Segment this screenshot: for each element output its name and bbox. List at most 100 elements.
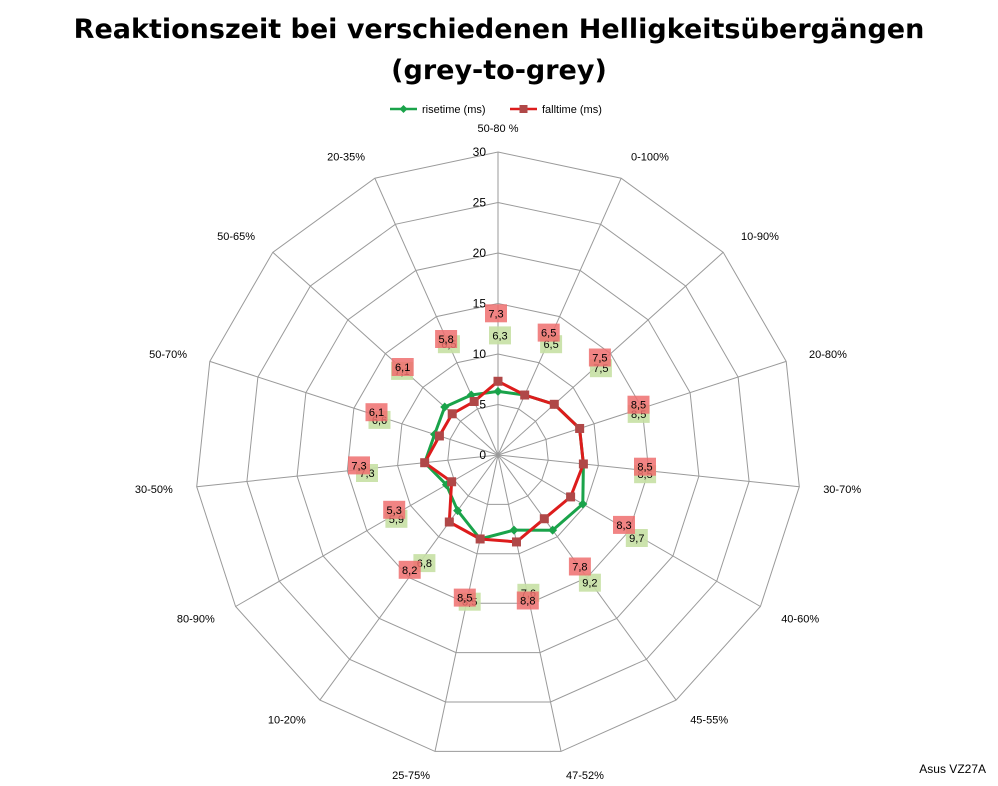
data-label: 5,8: [438, 334, 453, 346]
grid-ring: [196, 151, 800, 752]
category-label: 20-35%: [327, 151, 365, 163]
category-label: 80-90%: [177, 614, 215, 626]
data-label: 7,8: [572, 562, 587, 574]
data-label-bg: [537, 323, 560, 342]
data-point: [447, 477, 457, 487]
grid-spoke: [209, 360, 499, 456]
legend-risetime-label: risetime (ms): [422, 104, 486, 116]
category-label: 30-50%: [135, 484, 173, 496]
data-label-bg: [398, 560, 421, 579]
series-layer: [420, 376, 588, 547]
monitor-model-label: Asus VZ27A: [919, 762, 986, 776]
grid-ring: [346, 302, 650, 604]
grid-spoke: [272, 251, 499, 456]
data-label-bg: [485, 304, 507, 323]
category-labels: 50-80 % 0-100% 10-90% 20-80% 30-70% 40-60% 45-…: [135, 123, 861, 782]
category-label: 20-80%: [809, 349, 847, 361]
chart-title-line2: (grey-to-grey): [391, 55, 607, 86]
legend-falltime-marker: [519, 105, 528, 113]
data-label: 7,3: [488, 308, 503, 320]
data-label: 5,3: [387, 505, 402, 517]
data-point: [469, 396, 479, 406]
data-label: 9,7: [629, 533, 644, 545]
tick-label: 10: [473, 347, 487, 361]
data-label-bg: [453, 588, 476, 607]
grid-ring: [447, 403, 549, 505]
data-label-bg: [489, 326, 511, 345]
legend-risetime-marker: [399, 105, 408, 113]
data-point: [434, 431, 444, 441]
data-label-bg: [568, 557, 591, 576]
data-label-bg: [365, 403, 388, 422]
data-label-bg: [516, 591, 539, 610]
chart-title-line1: Reaktionszeit bei verschiedenen Helligke…: [74, 14, 925, 45]
category-label: 47-52%: [566, 770, 604, 782]
data-point: [566, 492, 576, 502]
category-label: 40-60%: [781, 614, 819, 626]
data-point: [548, 525, 558, 535]
data-point: [511, 537, 521, 547]
category-label: 30-70%: [823, 484, 861, 496]
data-label: 7,5: [592, 353, 607, 365]
radial-tick-labels: 0 5 10 15 20 25 30: [473, 145, 487, 462]
data-label: 6,3: [492, 330, 507, 342]
data-label: 8,8: [520, 596, 535, 608]
tick-label: 30: [473, 145, 487, 159]
data-label-bg: [613, 515, 635, 534]
grid-ring: [246, 201, 750, 703]
data-point: [453, 506, 463, 516]
data-label: 6,5: [541, 328, 556, 340]
data-label-bg: [348, 456, 370, 475]
series-line: [423, 379, 585, 544]
grid-spoke: [374, 177, 499, 456]
tick-label: 25: [473, 196, 487, 210]
grid-spoke: [196, 454, 499, 488]
data-point: [578, 459, 588, 469]
category-label: 10-20%: [268, 715, 306, 727]
data-point: [520, 390, 530, 400]
tick-label: 15: [473, 297, 487, 311]
data-label-bg: [588, 348, 611, 367]
category-label: 0-100%: [631, 151, 669, 163]
data-point: [444, 517, 454, 527]
data-label-bg: [627, 395, 650, 414]
data-point: [578, 499, 588, 509]
category-label: 50-70%: [149, 349, 187, 361]
data-label: 6,1: [369, 407, 384, 419]
data-label: 8,5: [637, 462, 652, 474]
data-point: [493, 386, 503, 396]
data-label-bg: [435, 330, 458, 348]
data-point: [539, 514, 549, 524]
data-point: [493, 376, 503, 386]
data-label: 6,1: [395, 362, 410, 374]
data-point: [509, 525, 519, 535]
tick-label: 5: [479, 398, 486, 412]
tick-label: 20: [473, 246, 487, 260]
category-label: 50-80 %: [478, 123, 519, 135]
data-label-bg: [383, 500, 406, 519]
data-label-bg: [634, 457, 656, 476]
radar-grid: [196, 151, 800, 752]
data-label-bg: [578, 573, 601, 592]
category-label: 50-65%: [217, 231, 255, 243]
data-point: [575, 423, 585, 433]
data-label: 8,3: [616, 520, 631, 532]
data-label-bg: [391, 358, 414, 376]
category-label: 25-75%: [392, 770, 430, 782]
tick-label: 0: [479, 448, 486, 462]
legend: risetime (ms) falltime (ms): [390, 104, 602, 116]
grid-ring: [397, 353, 599, 555]
data-label: 8,5: [457, 593, 472, 605]
grid-ring: [296, 252, 700, 654]
data-label: 9,2: [582, 578, 597, 590]
data-label: 8,5: [631, 400, 646, 412]
data-label: 7,3: [351, 460, 366, 472]
data-point: [447, 409, 457, 419]
grid-spoke: [497, 177, 622, 456]
data-label: 6,5: [543, 339, 558, 351]
legend-falltime-label: falltime (ms): [542, 104, 602, 116]
data-point: [420, 458, 430, 468]
category-label: 45-55%: [690, 715, 728, 727]
data-point: [440, 402, 450, 412]
